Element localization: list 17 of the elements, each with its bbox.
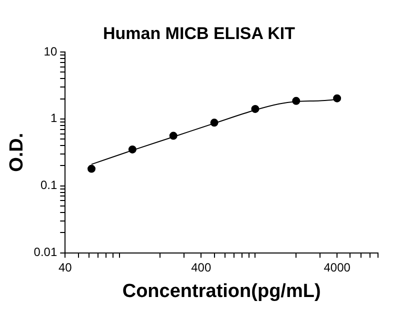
x-axis-title: Concentration(pg/mL) [122, 280, 321, 302]
x-tick-label: 40 [58, 260, 72, 274]
y-axis-title: O.D. [6, 132, 28, 172]
point [333, 94, 342, 102]
y-tick-label: 10 [44, 44, 58, 58]
y-tick-label: 0.01 [34, 245, 58, 260]
point [88, 164, 96, 173]
x-tick-label: 4000 [324, 260, 351, 274]
y-tick-label: 0.1 [40, 178, 58, 192]
point [128, 145, 136, 154]
point [292, 96, 300, 105]
y-tick-label: 1 [50, 111, 58, 126]
point [210, 118, 218, 127]
chart-title: Human MICB ELISA KIT [102, 24, 296, 44]
x-tick-label: 400 [191, 260, 212, 274]
point [251, 104, 260, 113]
point [169, 132, 178, 140]
